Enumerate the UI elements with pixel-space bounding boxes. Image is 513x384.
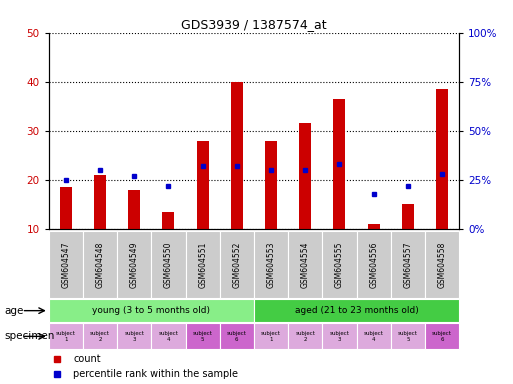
Text: GSM604557: GSM604557 — [403, 241, 412, 288]
Text: GSM604549: GSM604549 — [130, 241, 139, 288]
Bar — [391, 323, 425, 349]
Bar — [49, 299, 254, 322]
Text: age: age — [4, 306, 24, 316]
Bar — [425, 231, 459, 298]
Bar — [163, 212, 174, 229]
Text: GSM604551: GSM604551 — [198, 241, 207, 288]
Text: GSM604554: GSM604554 — [301, 241, 310, 288]
Bar — [288, 231, 322, 298]
Text: GSM604550: GSM604550 — [164, 241, 173, 288]
Bar — [299, 123, 311, 229]
Text: count: count — [73, 354, 101, 364]
Bar — [402, 204, 414, 229]
Bar — [231, 82, 243, 229]
Bar — [391, 231, 425, 298]
Bar — [322, 231, 357, 298]
Bar — [94, 175, 106, 229]
Text: GSM604558: GSM604558 — [438, 241, 446, 288]
Bar — [49, 323, 83, 349]
Text: subject
3: subject 3 — [329, 331, 349, 342]
Text: GSM604552: GSM604552 — [232, 241, 241, 288]
Bar — [357, 323, 391, 349]
Bar — [425, 323, 459, 349]
Text: GSM604556: GSM604556 — [369, 241, 378, 288]
Text: GSM604548: GSM604548 — [95, 241, 105, 288]
Bar — [186, 323, 220, 349]
Bar — [196, 141, 209, 229]
Bar — [83, 231, 117, 298]
Bar — [436, 89, 448, 229]
Bar — [186, 231, 220, 298]
Text: subject
4: subject 4 — [364, 331, 384, 342]
Bar — [60, 187, 72, 229]
Text: subject
1: subject 1 — [56, 331, 76, 342]
Bar — [357, 231, 391, 298]
Text: specimen: specimen — [4, 331, 54, 341]
Text: subject
4: subject 4 — [159, 331, 179, 342]
Bar — [220, 231, 254, 298]
Text: subject
6: subject 6 — [432, 331, 452, 342]
Bar — [151, 231, 186, 298]
Text: subject
3: subject 3 — [124, 331, 144, 342]
Text: percentile rank within the sample: percentile rank within the sample — [73, 369, 239, 379]
Bar — [151, 323, 186, 349]
Bar — [254, 323, 288, 349]
Text: subject
2: subject 2 — [90, 331, 110, 342]
Text: subject
2: subject 2 — [295, 331, 315, 342]
Text: subject
5: subject 5 — [398, 331, 418, 342]
Bar — [83, 323, 117, 349]
Bar — [220, 323, 254, 349]
Text: subject
5: subject 5 — [193, 331, 212, 342]
Bar — [322, 323, 357, 349]
Bar — [117, 231, 151, 298]
Text: subject
1: subject 1 — [261, 331, 281, 342]
Bar — [265, 141, 277, 229]
Bar — [117, 323, 151, 349]
Text: subject
6: subject 6 — [227, 331, 247, 342]
Bar — [368, 224, 380, 229]
Bar — [128, 190, 140, 229]
Title: GDS3939 / 1387574_at: GDS3939 / 1387574_at — [181, 18, 327, 31]
Bar — [49, 231, 83, 298]
Bar — [254, 299, 459, 322]
Bar — [288, 323, 322, 349]
Bar — [333, 99, 345, 229]
Text: GSM604555: GSM604555 — [335, 241, 344, 288]
Text: aged (21 to 23 months old): aged (21 to 23 months old) — [294, 306, 419, 315]
Text: GSM604547: GSM604547 — [62, 241, 70, 288]
Text: GSM604553: GSM604553 — [267, 241, 275, 288]
Text: young (3 to 5 months old): young (3 to 5 months old) — [92, 306, 210, 315]
Bar — [254, 231, 288, 298]
